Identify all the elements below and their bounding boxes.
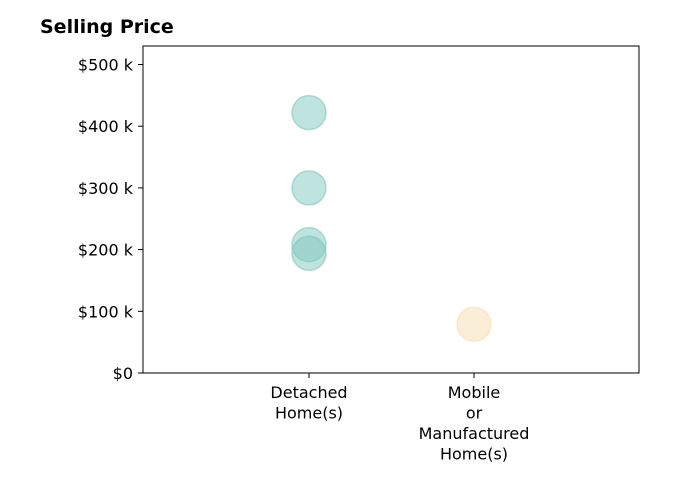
x-tick-label-line: Home(s) bbox=[275, 404, 343, 423]
y-tick-label: $100 k bbox=[78, 302, 134, 321]
y-tick-label: $300 k bbox=[78, 179, 134, 198]
y-tick-label: $200 k bbox=[78, 241, 134, 260]
x-tick-label: Detached Home(s) bbox=[270, 383, 347, 423]
x-axis: Detached Home(s) Mobile or Manufactured Home(… bbox=[270, 373, 529, 464]
x-tick-label-line: Mobile bbox=[448, 383, 500, 402]
y-tick-label: $500 k bbox=[78, 56, 134, 75]
data-point bbox=[291, 235, 327, 272]
x-tick-label-line: Detached bbox=[270, 383, 347, 402]
x-tick-label-line: Manufactured bbox=[419, 424, 530, 443]
x-tick-label-line: Home(s) bbox=[440, 445, 508, 464]
data-point bbox=[456, 306, 492, 343]
x-tick-label: Mobile or Manufactured Home(s) bbox=[419, 383, 530, 464]
plot-area-frame bbox=[142, 45, 640, 374]
data-points bbox=[291, 94, 492, 343]
x-tick-label-line: or bbox=[466, 404, 483, 423]
data-point bbox=[291, 170, 327, 206]
y-axis: $0 $100 k $200 k $300 k $400 k $500 k bbox=[78, 56, 143, 383]
y-tick-label: $400 k bbox=[78, 117, 134, 136]
data-point bbox=[291, 94, 327, 131]
y-tick-label: $0 bbox=[113, 364, 133, 383]
chart-title: Selling Price bbox=[40, 16, 174, 38]
